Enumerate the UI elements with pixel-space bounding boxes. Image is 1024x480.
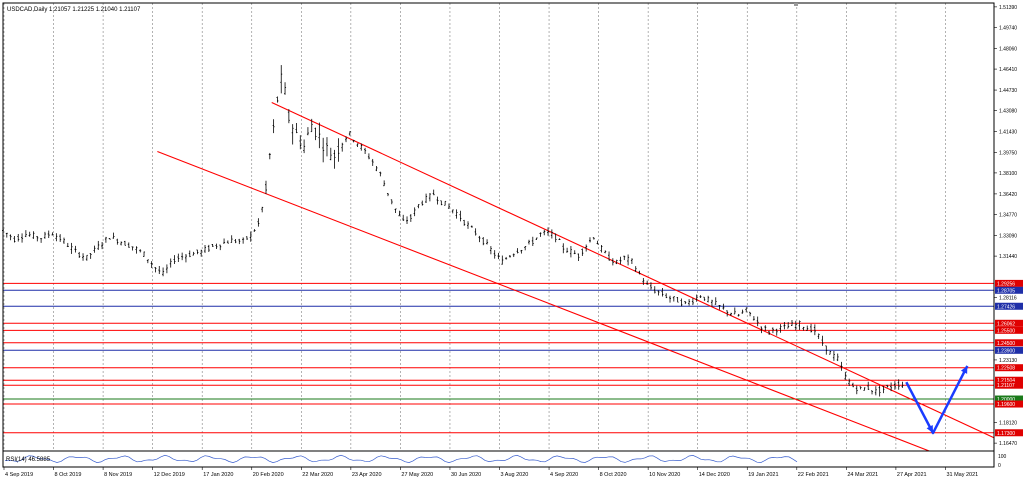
y-tick-label: 1.44730	[999, 88, 1017, 94]
price-box	[995, 279, 1023, 287]
price-box-label: 1.21107	[997, 383, 1015, 389]
price-box-label: 1.19600	[997, 402, 1015, 408]
y-tick-label: 1.18120	[999, 421, 1017, 427]
x-tick-label: 8 Nov 2019	[104, 472, 132, 478]
x-tick-label: 4 Sep 2020	[550, 472, 578, 478]
y-tick-label: 1.33090	[999, 233, 1017, 239]
rsi-axis-bottom: 0	[998, 463, 1001, 469]
x-tick-label: 12 Dec 2019	[154, 472, 185, 478]
x-tick-label: 30 Jun 2020	[451, 472, 481, 478]
y-tick-label: 1.38100	[999, 171, 1017, 177]
rsi-pane-border	[2, 450, 995, 468]
projection-arrow	[905, 365, 969, 435]
window-handle[interactable]	[794, 3, 798, 6]
y-tick-label: 1.46410	[999, 67, 1017, 73]
price-box	[995, 326, 1023, 334]
x-tick-label: 17 Jan 2020	[203, 472, 233, 478]
price-box	[995, 400, 1023, 408]
x-tick-label: 8 Oct 2019	[55, 472, 82, 478]
price-box-label: 1.25500	[997, 328, 1015, 334]
chart-frame	[2, 2, 995, 468]
y-tick-label: 1.49740	[999, 25, 1017, 31]
y-tick-label: 1.36420	[999, 192, 1017, 198]
price-box-label: 1.28705	[997, 288, 1015, 294]
price-box-label: 1.17300	[997, 431, 1015, 437]
price-box	[995, 381, 1023, 389]
x-tick-label: 23 Apr 2020	[352, 472, 382, 478]
x-tick-label: 27 May 2020	[401, 472, 433, 478]
symbol-info: USDCAD,Daily 1.21057 1.21225 1.21040 1.2…	[7, 7, 141, 13]
x-tick-label: 22 Mar 2020	[302, 472, 333, 478]
price-box-label: 1.26062	[997, 321, 1015, 327]
y-tick-label: 1.51390	[999, 5, 1017, 11]
y-tick-label: 1.43080	[999, 109, 1017, 115]
trendlines	[157, 101, 995, 452]
rsi-line	[4, 454, 798, 463]
price-box	[995, 319, 1023, 327]
y-tick-label: 1.28116	[999, 296, 1017, 302]
price-box-label: 1.27426	[997, 304, 1015, 310]
rsi-axis-top: 100	[998, 454, 1007, 460]
y-tick-label: 1.23130	[999, 358, 1017, 364]
rsi-pane	[4, 454, 798, 463]
y-tick-label: 1.39750	[999, 150, 1017, 156]
y-tick-label: 1.48060	[999, 46, 1017, 52]
price-box	[995, 302, 1023, 310]
price-box	[995, 395, 1023, 403]
price-box-label: 1.22508	[997, 366, 1015, 372]
price-box	[995, 339, 1023, 347]
rsi-label: RSI(14) 46.5885	[6, 457, 51, 463]
price-box-label: 1.20000	[997, 397, 1015, 403]
x-tick-label: 20 Feb 2020	[253, 472, 284, 478]
price-box-label: 1.21504	[997, 378, 1015, 384]
arrowhead-up	[960, 365, 968, 374]
time-axis: 4 Sep 2019 8 Oct 2019 8 Nov 2019 12 Dec 201…	[3, 467, 978, 478]
arrowhead-down	[926, 425, 934, 434]
price-axis: 1.51390 1.49740 1.48060 1.46410 1.44730 1.430…	[994, 5, 1017, 447]
price-box-label: 1.29256	[997, 281, 1015, 287]
x-tick-label: 22 Feb 2021	[798, 472, 829, 478]
upper-channel-line	[271, 101, 995, 439]
x-tick-label: 31 May 2021	[946, 472, 978, 478]
x-tick-label: 27 Apr 2021	[897, 472, 927, 478]
x-tick-label: 4 Sep 2019	[5, 472, 33, 478]
x-tick-label: 14 Dec 2020	[699, 472, 730, 478]
x-tick-label: 3 Aug 2020	[501, 472, 529, 478]
lower-channel-line	[157, 151, 930, 452]
price-box	[995, 346, 1023, 354]
price-box	[995, 364, 1023, 372]
y-tick-label: 1.16470	[999, 441, 1017, 447]
x-tick-label: 8 Oct 2020	[600, 472, 627, 478]
price-box	[995, 376, 1023, 384]
x-tick-label: 19 Jan 2021	[748, 472, 778, 478]
price-box	[995, 286, 1023, 294]
x-tick-label: 10 Nov 2020	[649, 472, 680, 478]
price-box-label: 1.24500	[997, 341, 1015, 347]
y-tick-label: 1.34770	[999, 213, 1017, 219]
x-tick-label: 24 Mar 2021	[847, 472, 878, 478]
y-tick-label: 1.41430	[999, 129, 1017, 135]
y-tick-label: 1.31440	[999, 254, 1017, 260]
candles	[2, 65, 904, 397]
price-box-label: 1.23900	[997, 348, 1015, 354]
grid	[3, 3, 946, 451]
price-box	[995, 429, 1023, 437]
